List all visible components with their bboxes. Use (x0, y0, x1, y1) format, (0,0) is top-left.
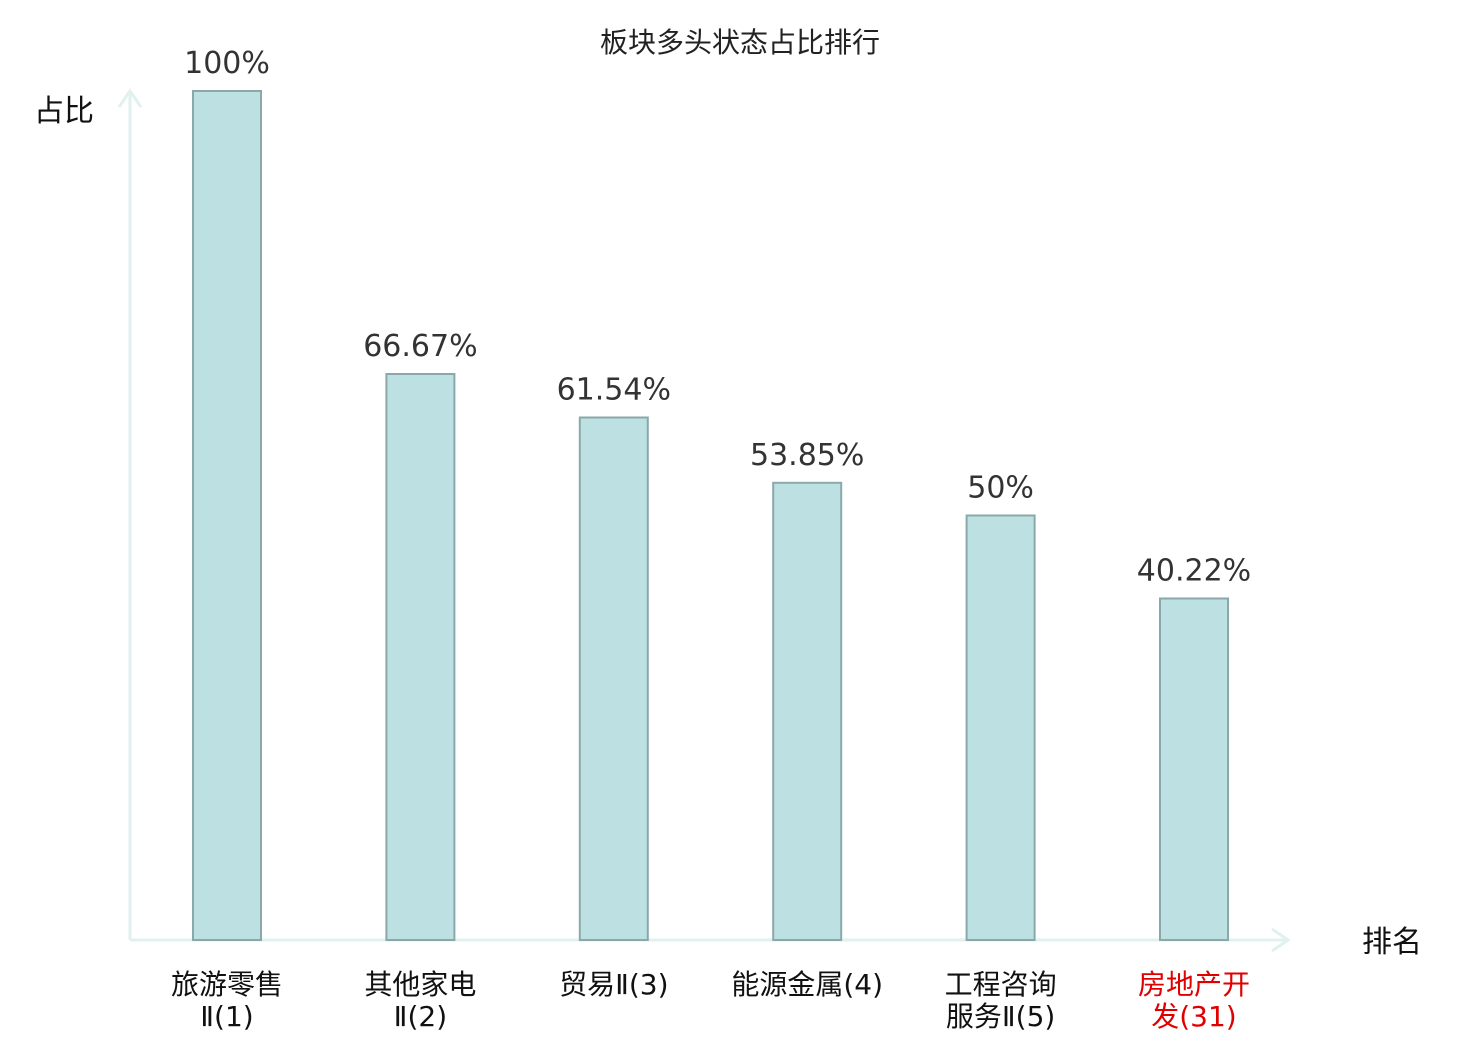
category-label-1-line-0: 其他家电 (364, 968, 476, 1001)
x-axis-arrow (1271, 927, 1291, 953)
value-label-4: 50% (967, 471, 1034, 506)
x-axis-label: 排名 (1362, 925, 1422, 960)
bar-5 (1159, 597, 1229, 941)
category-label-5-line-1: 发(31) (1151, 1000, 1236, 1033)
y-axis-label: 占比 (34, 94, 94, 129)
value-label-2: 61.54% (557, 373, 671, 408)
y-axis-arrow (117, 88, 143, 108)
value-label-1: 66.67% (363, 329, 477, 364)
category-label-2-line-0: 贸易Ⅱ(3) (559, 968, 668, 1001)
category-label-4-line-1: 服务Ⅱ(5) (946, 1000, 1055, 1033)
bar-1 (385, 373, 456, 941)
bars (192, 90, 1229, 941)
axes (117, 88, 1291, 953)
bar-0 (192, 90, 262, 941)
value-label-3: 53.85% (750, 438, 864, 473)
value-label-0: 100% (184, 46, 270, 81)
category-label-0-line-0: 旅游零售 (171, 968, 283, 1001)
category-label-3-line-0: 能源金属(4) (731, 968, 883, 1001)
category-label-1-line-1: Ⅱ(2) (394, 1000, 447, 1033)
category-label-5-line-0: 房地产开 (1138, 968, 1250, 1001)
category-label-4-line-0: 工程咨询 (945, 968, 1057, 1001)
value-label-5: 40.22% (1137, 554, 1251, 589)
category-label-0-line-1: Ⅱ(1) (200, 1000, 253, 1033)
chart-title: 板块多头状态占比排行 (600, 26, 880, 59)
bar-4 (965, 514, 1036, 941)
value-labels: 100% 66.67% 61.54% 53.85% 50% 40.22% (184, 46, 1251, 589)
bar-3 (772, 481, 843, 941)
bar-2 (578, 416, 649, 941)
